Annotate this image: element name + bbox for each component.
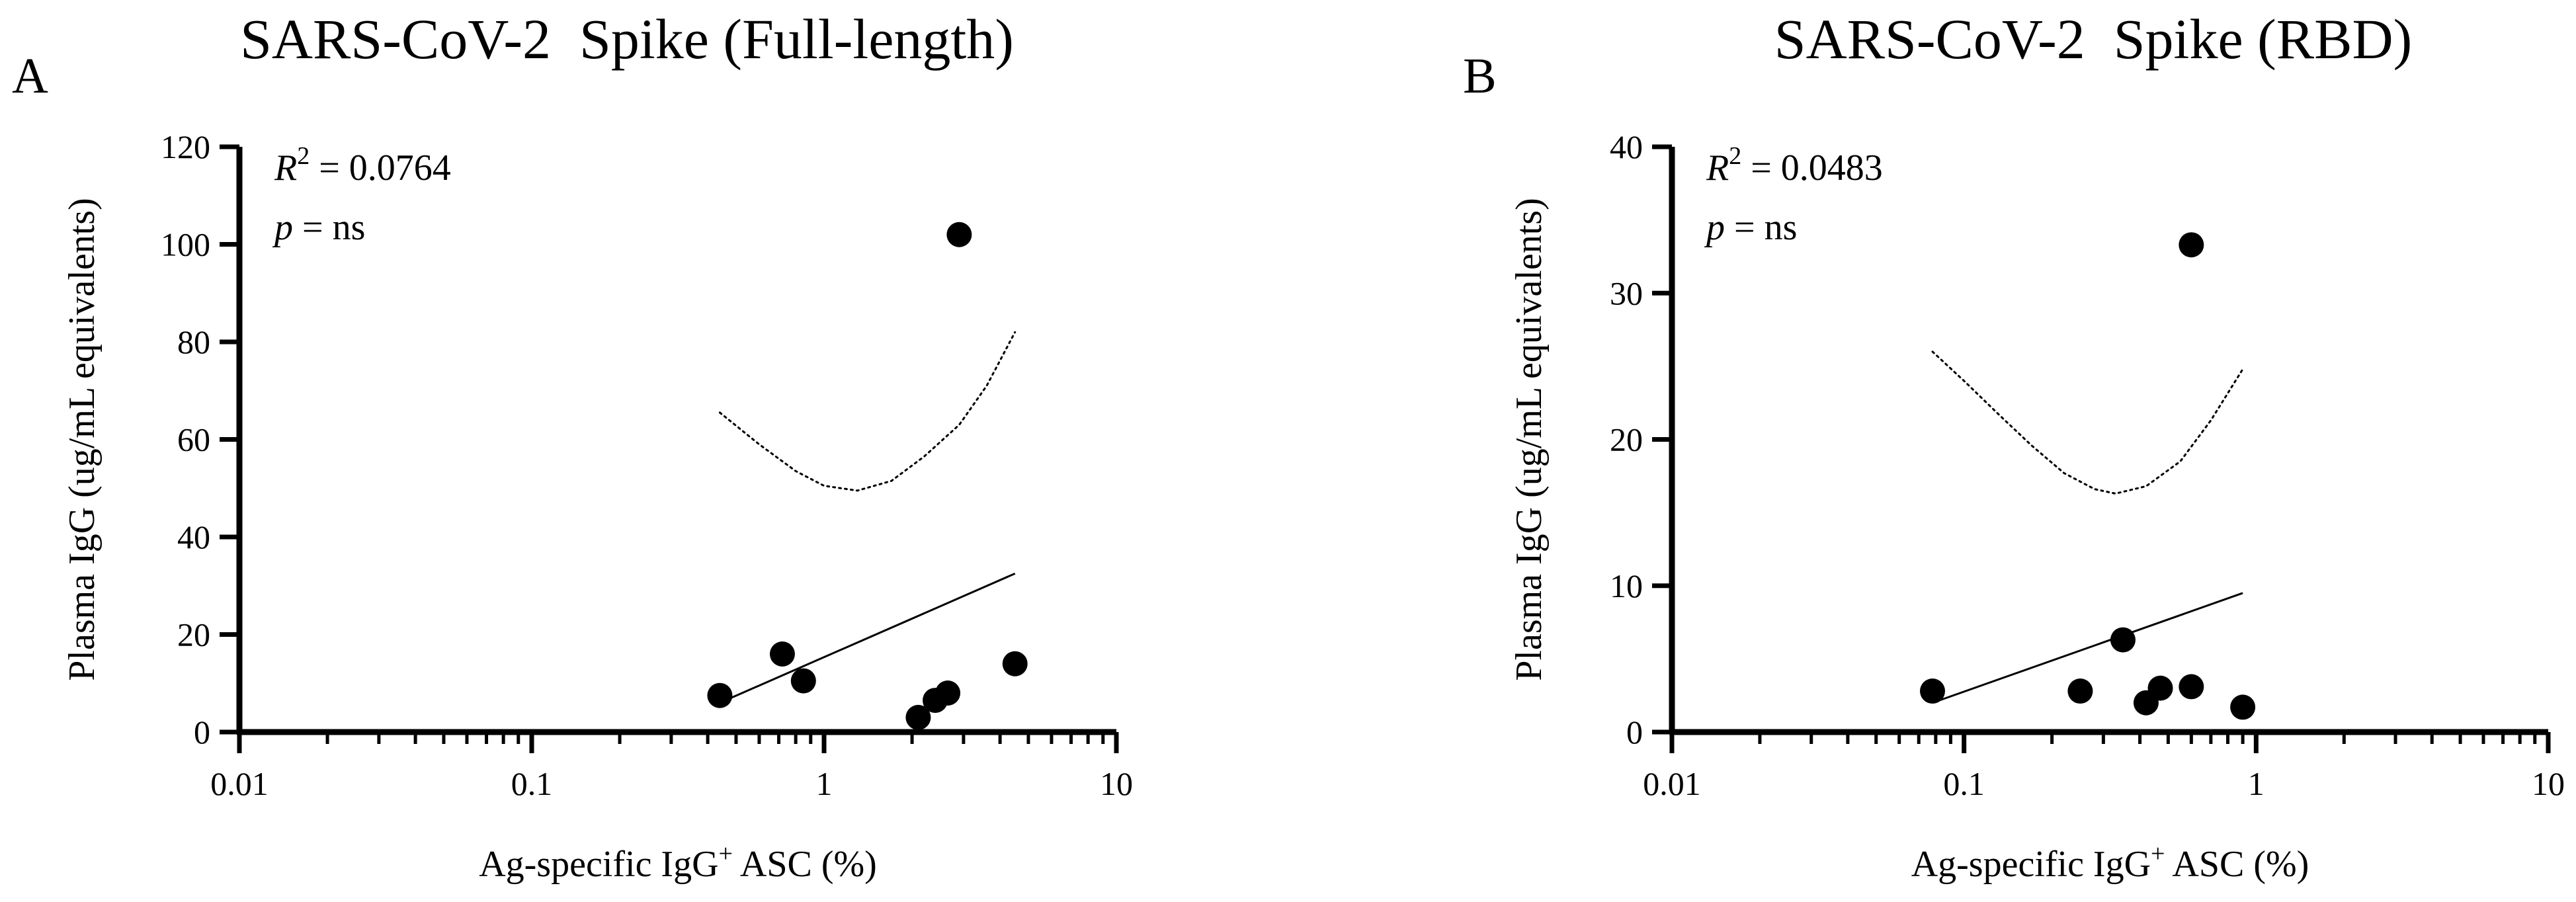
y-tick-label: 20	[1610, 421, 1643, 458]
data-point	[2230, 694, 2256, 720]
r-squared-annotation: R2 = 0.0483	[1706, 142, 1883, 188]
chart-panel-a: A SARS-CoV-2 Spike (Full-length) 0 20 40 60 80…	[12, 7, 1133, 885]
y-tick-label: 40	[1610, 128, 1643, 165]
y-tick-label: 120	[161, 128, 210, 165]
chart-title: SARS-CoV-2 Spike (Full-length)	[240, 7, 1014, 71]
p-value-annotation: p = ns	[1704, 207, 1797, 248]
data-point	[1920, 678, 1946, 704]
r-squared-symbol: R	[274, 147, 297, 188]
chart-panel-b: B SARS-CoV-2 Spike (RBD) 0 10 20 30 40 0.01 0.1 1…	[1463, 7, 2565, 885]
panel-letter: B	[1463, 48, 1497, 104]
data-point	[2179, 232, 2204, 258]
data-point	[1002, 651, 1028, 676]
y-tick-label: 80	[177, 323, 210, 360]
p-value: = ns	[1725, 207, 1797, 248]
y-axis-label: Plasma IgG (ug/mL equivalents)	[62, 198, 103, 680]
x-axis-label-main: Ag-specific IgG	[479, 844, 718, 885]
y-tick-label: 0	[1626, 714, 1643, 751]
x-axis-label-sup: +	[2151, 840, 2165, 868]
y-axis-label: Plasma IgG (ug/mL equivalents)	[1509, 198, 1550, 680]
x-tick-label: 10	[1100, 765, 1133, 802]
data-point	[2147, 675, 2173, 701]
y-tick-label: 20	[177, 616, 210, 653]
x-axis-label-tail: ASC (%)	[2165, 844, 2309, 885]
r-squared-annotation: R2 = 0.0764	[274, 142, 451, 188]
data-point	[2110, 627, 2136, 653]
regression-line	[1932, 592, 2243, 704]
x-axis-label-tail: ASC (%)	[733, 844, 877, 885]
p-symbol: p	[272, 207, 293, 248]
x-axis-label-sup: +	[719, 840, 733, 868]
data-point	[769, 641, 795, 667]
r-squared-value: = 0.0483	[1741, 147, 1883, 188]
y-tick-label: 30	[1610, 274, 1643, 311]
x-tick-label: 0.1	[511, 765, 553, 802]
r-squared-value: = 0.0764	[310, 147, 451, 188]
data-point	[946, 222, 972, 247]
data-point	[790, 668, 816, 694]
x-tick-label: 1	[816, 765, 833, 802]
chart-title: SARS-CoV-2 Spike (RBD)	[1774, 7, 2412, 71]
x-axis-label: Ag-specific IgG+ ASC (%)	[1911, 840, 2309, 885]
y-tick-label: 60	[177, 421, 210, 458]
data-point	[935, 680, 961, 706]
r-squared-exponent: 2	[297, 142, 310, 170]
confidence-band-curve	[1931, 350, 2244, 495]
regression-line	[719, 572, 1016, 704]
x-tick-label: 1	[2248, 765, 2264, 802]
panel-letter: A	[12, 48, 48, 104]
data-point	[707, 682, 733, 708]
y-tick-label: 100	[161, 226, 210, 263]
x-tick-label: 0.01	[1643, 765, 1701, 802]
x-tick-label: 10	[2532, 765, 2565, 802]
r-squared-exponent: 2	[1729, 142, 1741, 170]
x-tick-label: 0.01	[210, 765, 269, 802]
data-point	[905, 704, 931, 730]
confidence-band-curve	[718, 331, 1017, 492]
y-tick-label: 40	[177, 518, 210, 555]
data-point	[2179, 674, 2204, 700]
p-value: = ns	[293, 207, 365, 248]
data-point	[2067, 678, 2093, 704]
p-value-annotation: p = ns	[272, 207, 365, 248]
x-tick-label: 0.1	[1943, 765, 1985, 802]
x-axis-label: Ag-specific IgG+ ASC (%)	[479, 840, 877, 885]
r-squared-symbol: R	[1706, 147, 1729, 188]
p-symbol: p	[1704, 207, 1725, 248]
y-tick-label: 0	[194, 714, 210, 751]
x-axis-label-main: Ag-specific IgG	[1911, 844, 2151, 885]
y-tick-label: 10	[1610, 567, 1643, 604]
